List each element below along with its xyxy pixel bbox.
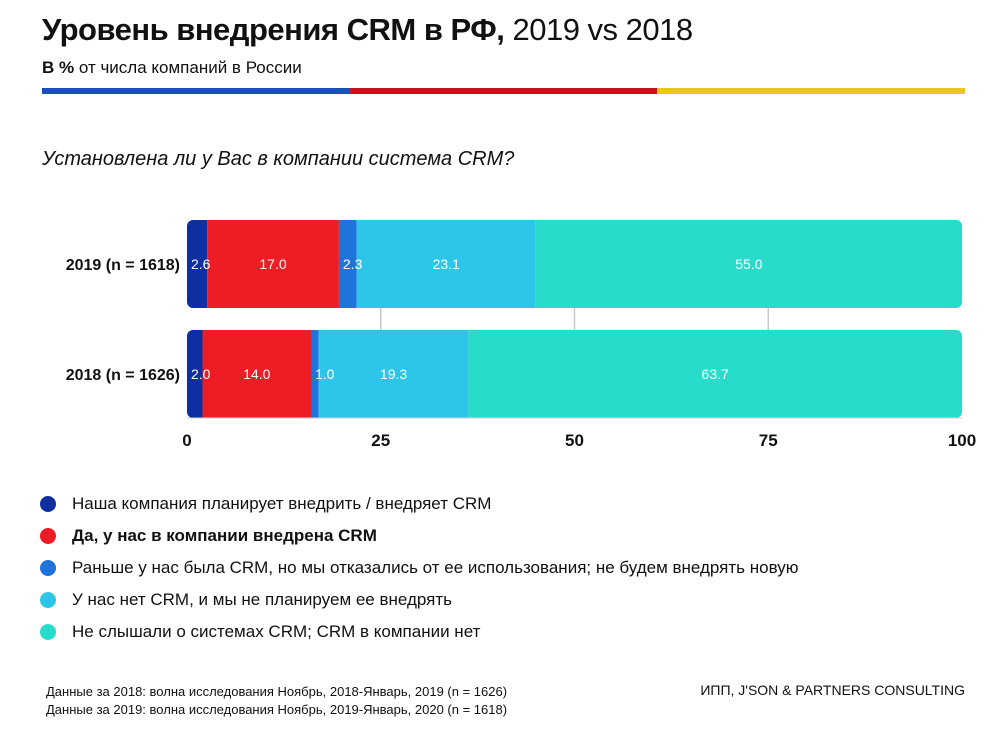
value-label: 14.0 xyxy=(243,366,270,382)
legend-swatch xyxy=(40,592,56,608)
value-label: 23.1 xyxy=(433,256,460,272)
legend-label: У нас нет CRM, и мы не планируем ее внед… xyxy=(72,590,453,609)
stripe-segment-red xyxy=(349,88,658,94)
bar-segment xyxy=(338,220,357,308)
legend-label: Не слышали о системах CRM; CRM в компани… xyxy=(72,622,481,641)
x-tick-label: 100 xyxy=(948,431,976,450)
value-label: 2.0 xyxy=(191,366,211,382)
stripe-segment-blue xyxy=(42,88,350,94)
legend-swatch xyxy=(40,560,56,576)
value-label: 19.3 xyxy=(380,366,407,382)
legend-item: Наша компания планирует внедрить / внедр… xyxy=(40,488,799,520)
bar-segment xyxy=(311,330,319,418)
x-tick-label: 50 xyxy=(565,431,584,450)
value-label: 55.0 xyxy=(735,256,762,272)
legend-label: Наша компания планирует внедрить / внедр… xyxy=(72,494,492,513)
bar-segment xyxy=(202,330,311,418)
category-label: 2018 (n = 1626) xyxy=(66,367,180,384)
bar-segment xyxy=(207,220,339,308)
x-tick-label: 25 xyxy=(371,431,390,450)
source-credit: ИПП, J'SON & PARTNERS CONSULTING xyxy=(700,682,965,698)
legend-swatch xyxy=(40,496,56,512)
legend-swatch xyxy=(40,624,56,640)
value-label: 17.0 xyxy=(259,256,286,272)
footnote-2018: Данные за 2018: волна исследования Ноябр… xyxy=(46,684,508,699)
chart-subtitle: В % от числа компаний в России xyxy=(42,58,302,78)
stripe-segment-yellow xyxy=(657,88,966,94)
value-label: 63.7 xyxy=(702,366,729,382)
bar-segment xyxy=(535,220,962,308)
legend-label: Раньше у нас была CRM, но мы отказались … xyxy=(72,558,799,577)
stacked-bar-chart: 2.6 17.0 2.3 23.1 55.0 2.0 14.0 1.0 19.3 63.7 2019… xyxy=(66,220,976,450)
value-label: 2.3 xyxy=(343,256,363,272)
bar-group xyxy=(187,220,962,308)
footnote-2019: Данные за 2019: волна исследования Ноябр… xyxy=(46,702,508,717)
chart-title-bold: Уровень внедрения CRM в РФ, xyxy=(42,12,505,47)
x-tick-label: 0 xyxy=(182,431,191,450)
value-label: 1.0 xyxy=(315,366,335,382)
x-tick-label: 75 xyxy=(759,431,778,450)
legend-item: Раньше у нас была CRM, но мы отказались … xyxy=(40,552,799,584)
color-stripe xyxy=(42,88,966,94)
chart-title-rest: 2019 vs 2018 xyxy=(512,12,693,47)
legend-item: У нас нет CRM, и мы не планируем ее внед… xyxy=(40,584,799,616)
bar-segment xyxy=(187,330,203,418)
chart-legend: Наша компания планирует внедрить / внедр… xyxy=(40,488,799,648)
legend-item: Не слышали о системах CRM; CRM в компани… xyxy=(40,616,799,648)
bar-segment xyxy=(318,330,469,418)
chart-subtitle-bold: В % xyxy=(42,58,75,77)
survey-question: Установлена ли у Вас в компании система … xyxy=(42,148,515,170)
legend-item: Да, у нас в компании внедрена CRM xyxy=(40,520,799,552)
chart-title: Уровень внедрения CRM в РФ, 2019 vs 2018 xyxy=(42,12,693,48)
bar-segment xyxy=(468,330,962,418)
chart-subtitle-rest: от числа компаний в России xyxy=(78,58,302,77)
legend-label: Да, у нас в компании внедрена CRM xyxy=(72,526,377,545)
value-label: 2.6 xyxy=(191,256,211,272)
bar-segment xyxy=(187,220,208,308)
bar-group xyxy=(187,330,962,418)
category-label: 2019 (n = 1618) xyxy=(66,257,180,274)
legend-swatch xyxy=(40,528,56,544)
bar-segment xyxy=(356,220,536,308)
